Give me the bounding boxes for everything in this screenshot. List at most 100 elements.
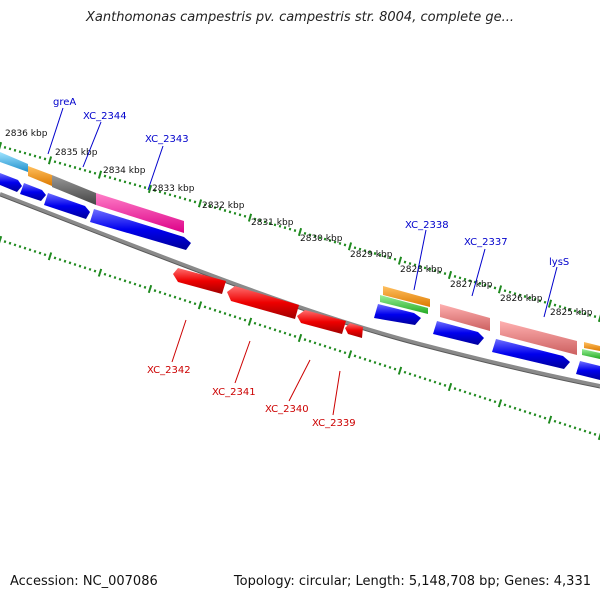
scale-minor-tick	[388, 365, 392, 369]
scale-minor-tick	[288, 333, 292, 337]
scale-minor-tick	[63, 259, 67, 263]
scale-minor-tick	[178, 297, 182, 301]
scale-minor-tick	[538, 299, 542, 303]
kbp-label: 2832 kbp	[202, 201, 245, 211]
gene-arrow-minus[interactable]	[297, 310, 346, 334]
scale-minor-tick	[68, 261, 72, 265]
topology-summary: Topology: circular; Length: 5,148,708 bp…	[233, 574, 591, 589]
scale-minor-tick	[193, 302, 197, 306]
scale-minor-tick	[593, 432, 597, 436]
scale-minor-tick	[393, 257, 397, 261]
kbp-label: 2827 kbp	[450, 280, 493, 290]
scale-minor-tick	[138, 284, 142, 288]
scale-minor-tick	[128, 280, 132, 284]
scale-minor-tick	[228, 210, 232, 214]
accession-text: Accession: NC_007086	[10, 574, 158, 589]
scale-minor-tick	[33, 249, 37, 253]
gene-arrow-minus[interactable]	[227, 286, 299, 319]
scale-minor-tick	[68, 164, 72, 168]
scale-minor-tick	[493, 286, 497, 290]
leader-line	[413, 229, 427, 291]
feature-band-gray[interactable]	[52, 175, 96, 205]
scale-minor-tick	[478, 395, 482, 399]
scale-minor-tick	[388, 256, 392, 260]
scale-minor-tick	[243, 318, 247, 322]
gene-arrow-plus[interactable]	[44, 193, 90, 219]
scale-minor-tick	[443, 272, 447, 275]
feature-band-green[interactable]	[582, 349, 600, 359]
feature-band-cyan[interactable]	[0, 152, 28, 172]
scale-minor-tick	[108, 176, 112, 179]
gene-label[interactable]: XC_2338	[405, 220, 449, 231]
scale-minor-tick	[13, 148, 17, 152]
gene-label[interactable]: XC_2337	[464, 237, 508, 248]
scale-minor-tick	[78, 264, 82, 268]
scale-minor-tick	[153, 289, 157, 293]
feature-band-pink[interactable]	[96, 193, 184, 233]
gene-arrow-plus[interactable]	[433, 321, 484, 345]
scale-major-tick	[97, 268, 103, 277]
scale-minor-tick	[103, 174, 107, 178]
gene-label[interactable]: XC_2340	[265, 404, 309, 415]
scale-minor-tick	[463, 390, 467, 394]
gene-label[interactable]: greA	[53, 97, 76, 108]
gene-arrow-minus[interactable]	[345, 323, 363, 338]
kbp-label: 2829 kbp	[350, 250, 393, 260]
feature-band-salmon[interactable]	[440, 304, 490, 331]
scale-minor-tick	[188, 300, 192, 304]
leader-line	[47, 107, 64, 155]
scale-minor-tick	[213, 308, 217, 312]
gene-arrow-plus[interactable]	[90, 209, 191, 250]
scale-major-tick	[47, 156, 53, 165]
feature-band-orange[interactable]	[584, 342, 600, 351]
gene-label[interactable]: XC_2341	[212, 387, 256, 398]
leader-line	[288, 359, 311, 402]
scale-minor-tick	[423, 266, 427, 270]
gene-label[interactable]: XC_2344	[83, 111, 127, 122]
scale-minor-tick	[483, 283, 487, 287]
scale-minor-tick	[93, 171, 97, 175]
gene-arrow-plus[interactable]	[20, 183, 46, 201]
feature-band-green[interactable]	[380, 295, 428, 314]
gene-label[interactable]: XC_2342	[147, 365, 191, 376]
scale-minor-tick	[568, 307, 572, 311]
scale-minor-tick	[258, 219, 262, 222]
scale-minor-tick	[368, 250, 372, 254]
scale-minor-tick	[238, 213, 242, 217]
scale-minor-tick	[308, 233, 312, 237]
scale-minor-tick	[373, 361, 377, 364]
scale-major-tick	[197, 301, 203, 310]
scale-minor-tick	[453, 387, 457, 391]
gene-arrow-plus[interactable]	[492, 339, 570, 369]
scale-minor-tick	[483, 396, 487, 400]
feature-band-orange[interactable]	[383, 286, 430, 307]
scale-minor-tick	[3, 146, 7, 149]
scale-minor-tick	[58, 161, 62, 165]
gene-arrow-plus[interactable]	[576, 361, 600, 380]
scale-minor-tick	[383, 254, 387, 258]
scale-minor-tick	[433, 380, 437, 384]
scale-minor-tick	[488, 285, 492, 288]
scale-minor-tick	[123, 180, 127, 184]
scale-minor-tick	[8, 147, 12, 151]
feature-band-orange[interactable]	[28, 166, 52, 186]
scale-minor-tick	[18, 150, 22, 154]
gene-arrow-plus[interactable]	[0, 173, 22, 192]
gene-label[interactable]: XC_2339	[312, 418, 356, 429]
scale-minor-tick	[273, 223, 277, 227]
feature-band-salmon[interactable]	[500, 321, 577, 355]
scale-major-tick	[47, 252, 53, 261]
scale-minor-tick	[558, 421, 562, 425]
scale-minor-tick	[88, 170, 92, 174]
scale-minor-tick	[163, 191, 167, 195]
scale-minor-tick	[438, 270, 442, 274]
scale-minor-tick	[538, 414, 542, 418]
gene-arrow-minus[interactable]	[173, 268, 226, 294]
scale-minor-tick	[408, 262, 412, 265]
gene-arrow-plus[interactable]	[374, 304, 421, 325]
gene-label[interactable]: lysS	[549, 257, 569, 268]
scale-minor-tick	[158, 190, 162, 194]
scale-minor-tick	[333, 347, 337, 351]
gene-label[interactable]: XC_2343	[145, 134, 189, 145]
